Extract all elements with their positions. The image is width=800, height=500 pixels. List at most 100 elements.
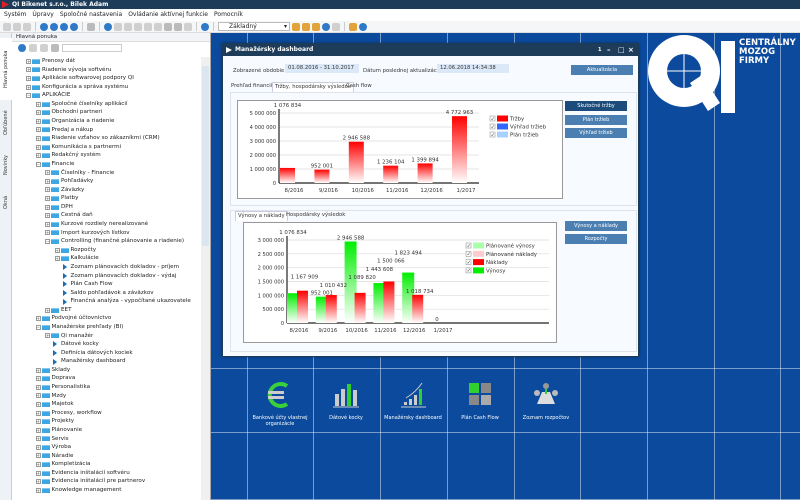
tree-item[interactable]: + Záväzky xyxy=(45,186,84,195)
expand-icon[interactable]: + xyxy=(35,316,41,322)
window-icon[interactable] xyxy=(134,22,142,31)
menu-edit[interactable]: Úpravy xyxy=(32,11,54,18)
expand-icon[interactable]: + xyxy=(35,436,41,442)
expand-icon[interactable]: + xyxy=(54,247,60,253)
tree-item[interactable]: + Spoločné číselníky aplikácií xyxy=(35,100,127,109)
expand-icon[interactable]: + xyxy=(35,401,41,407)
tree-item[interactable]: + Sklady xyxy=(35,366,70,375)
minimize-button[interactable]: – xyxy=(607,46,611,54)
expand-icon[interactable]: + xyxy=(45,213,50,219)
expand-icon[interactable]: + xyxy=(54,256,60,262)
tree-item[interactable]: Finančná analýza - vypočítané ukazovatel… xyxy=(55,297,191,306)
shortcut-bank-accounts[interactable]: Bankové účty vlastnej organizácie xyxy=(247,380,313,427)
users-icon[interactable] xyxy=(164,22,172,31)
close-button[interactable]: × xyxy=(628,46,634,54)
tree-item[interactable]: + Import kurzových lístkov xyxy=(45,229,130,238)
tree-item[interactable]: + Qi manažér xyxy=(45,332,93,341)
star-icon[interactable] xyxy=(40,44,48,52)
expand-icon[interactable]: + xyxy=(45,178,50,184)
expand-icon[interactable]: + xyxy=(35,479,41,485)
tree-item[interactable]: + Knowledge management xyxy=(35,486,122,495)
expand-icon[interactable]: + xyxy=(35,384,41,390)
tree-item[interactable]: + Projekty xyxy=(35,417,74,426)
period-field[interactable]: 01.08.2016 - 31.10.2017 xyxy=(285,64,359,73)
collapse-icon[interactable]: − xyxy=(45,238,50,244)
tree-item[interactable]: Manažérsky dashboard xyxy=(45,357,126,366)
tree-item[interactable]: + Aplikácie softwarovej podpory QI xyxy=(26,74,134,83)
tab-favorites[interactable]: Obľúbené xyxy=(3,110,9,136)
tree-search-input[interactable] xyxy=(62,44,122,52)
last-update-field[interactable]: 12.06.2018 14:34:38 xyxy=(437,64,509,73)
tree-item[interactable]: + Plánovanie xyxy=(35,426,82,435)
copy-icon[interactable] xyxy=(3,22,11,31)
tree-item[interactable]: − Manažérske prehľady (BI) xyxy=(35,323,123,332)
tree-item[interactable]: + DPH xyxy=(45,203,73,212)
expand-icon[interactable]: + xyxy=(35,144,41,150)
tree-item[interactable]: + Procesy, workflow xyxy=(35,409,102,418)
menu-system[interactable]: Systém xyxy=(4,11,27,18)
tree-item[interactable]: + Evidencia inštalácií softvéru xyxy=(35,469,130,478)
expand-icon[interactable]: + xyxy=(45,196,50,202)
collapse-icon[interactable]: − xyxy=(35,324,41,330)
shortcut-data-cubes[interactable]: Dátové kocky xyxy=(313,380,379,421)
tab-financial-overview[interactable]: Prehľad financií xyxy=(231,83,273,89)
refresh-icon[interactable] xyxy=(18,44,26,52)
report-icon[interactable] xyxy=(312,22,320,31)
tree-item[interactable]: + Doprava xyxy=(35,374,75,383)
tab-news[interactable]: Novinky xyxy=(3,155,9,175)
tree-item[interactable]: Zoznam plánovacích dokladov - príjem xyxy=(55,263,179,272)
collapse-icon[interactable]: − xyxy=(26,93,31,99)
revenue-plan-button[interactable]: Plán tržieb xyxy=(565,115,627,125)
window-title-bar[interactable]: Manažérsky dashboard 1 – □ × xyxy=(223,44,638,56)
expand-icon[interactable]: + xyxy=(35,419,41,425)
binoculars-icon[interactable] xyxy=(144,22,152,31)
settings-icon[interactable] xyxy=(201,22,209,31)
shortcut-budget-list[interactable]: Zoznam rozpočtov xyxy=(513,380,579,421)
tab-economic-result[interactable]: Hospodársky výsledok xyxy=(286,212,346,218)
tree-item[interactable]: − Controlling (finančné plánovanie a riad… xyxy=(45,237,184,246)
print-icon[interactable] xyxy=(359,22,367,31)
tree-item[interactable]: + Majetok xyxy=(35,400,74,409)
tree-item[interactable]: Saldo pohľadávok a záväzkov xyxy=(55,289,154,298)
actual-revenue-button[interactable]: Skutočné tržby xyxy=(565,101,627,111)
cut-icon[interactable] xyxy=(13,22,21,31)
tree-item[interactable]: + Pohľadávky xyxy=(45,177,93,186)
collapse-icon[interactable]: − xyxy=(35,161,41,167)
web-icon[interactable] xyxy=(70,22,78,31)
shortcut-manager-dashboard[interactable]: Manažérsky dashboard xyxy=(380,380,446,421)
paste-icon[interactable] xyxy=(23,22,31,31)
expand-icon[interactable]: + xyxy=(26,84,31,90)
help-icon[interactable] xyxy=(40,22,48,31)
income-expense-button[interactable]: Výnosy a náklady xyxy=(565,221,627,231)
collapse-icon[interactable] xyxy=(29,44,37,52)
expand-icon[interactable]: + xyxy=(35,376,41,382)
budgets-button[interactable]: Rozpočty xyxy=(565,234,627,244)
tree-item[interactable]: + Kalkulácie xyxy=(54,254,99,263)
info-icon[interactable] xyxy=(50,22,58,31)
tab-cash-flow[interactable]: Cash flow xyxy=(346,83,372,89)
tree-item[interactable]: + Platby xyxy=(45,194,78,203)
expand-icon[interactable]: + xyxy=(35,110,41,116)
menu-active-function[interactable]: Ovládanie aktívnej funkcie xyxy=(128,11,208,18)
expand-icon[interactable]: + xyxy=(35,136,41,142)
transfer-icon[interactable] xyxy=(174,22,182,31)
expand-icon[interactable]: + xyxy=(45,187,50,193)
tree-scrollbar-thumb[interactable] xyxy=(202,66,209,246)
expand-icon[interactable]: + xyxy=(45,307,50,313)
maximize-button[interactable]: □ xyxy=(618,46,625,54)
expand-icon[interactable]: + xyxy=(35,410,41,416)
tree-item[interactable]: + Výroba xyxy=(35,443,71,452)
tree-item[interactable]: + Kompletizácia xyxy=(35,460,90,469)
refresh-button[interactable]: Aktualizácia xyxy=(571,65,633,75)
add-icon[interactable] xyxy=(124,22,132,31)
expand-icon[interactable]: + xyxy=(45,221,50,227)
tab-main-menu[interactable]: Hlavná ponuka xyxy=(0,38,12,100)
tree-item[interactable]: Dátové kocky xyxy=(45,340,99,349)
expand-icon[interactable]: + xyxy=(26,67,31,73)
tree-item[interactable]: Plán Cash Flow xyxy=(55,280,113,289)
menu-common-settings[interactable]: Spoločné nastavenia xyxy=(59,11,123,18)
expand-icon[interactable]: + xyxy=(35,487,41,493)
tree-item[interactable]: + EET xyxy=(45,306,72,315)
tree-item[interactable]: Definícia dátových kociek xyxy=(45,349,133,358)
tree-item[interactable]: + Predaj a nákup xyxy=(35,126,93,135)
